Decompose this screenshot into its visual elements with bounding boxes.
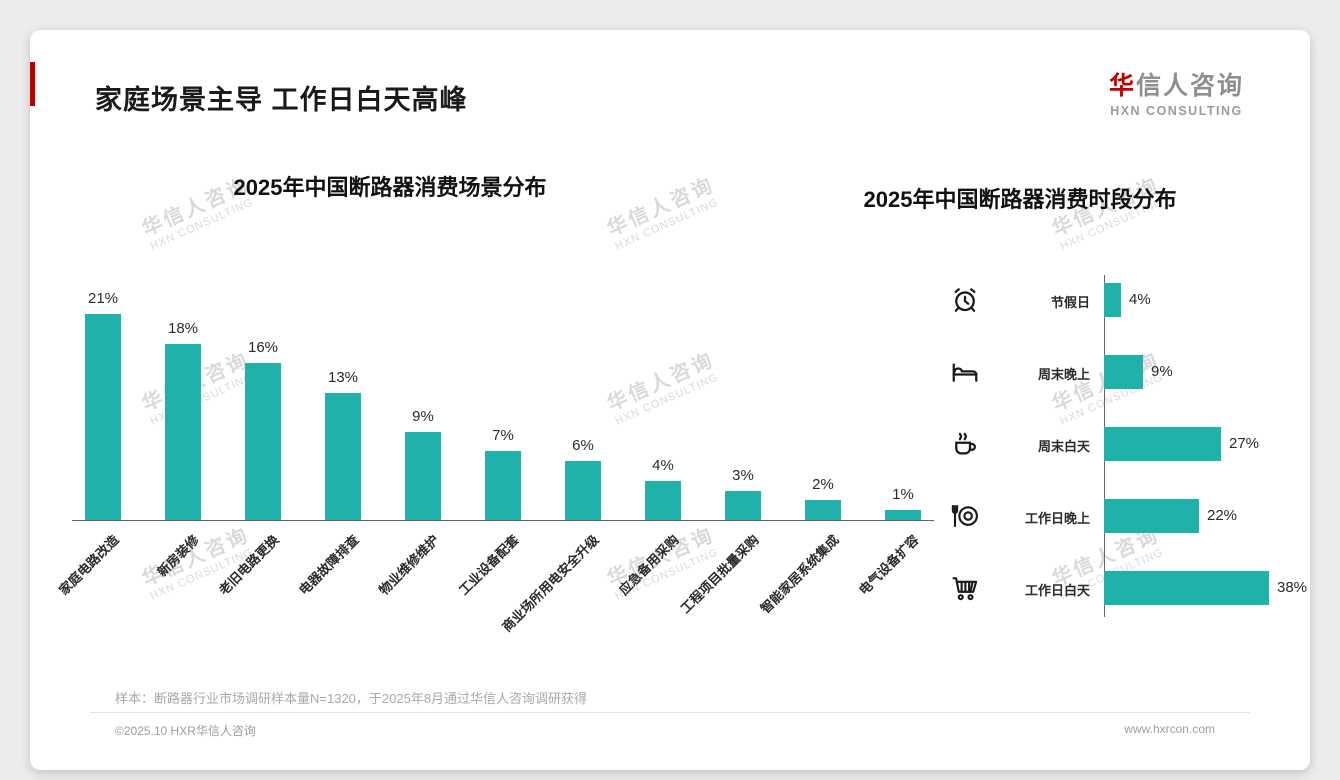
time-bar [1104, 427, 1221, 461]
scene-category-label: 工程项目批量采购 [677, 532, 762, 617]
scene-bar-value: 1% [892, 486, 914, 503]
footer-divider [90, 712, 1250, 713]
scene-bar-value: 16% [247, 339, 279, 356]
scene-bar [405, 432, 441, 520]
brand-logo: 华信人咨询 HXN CONSULTING [1109, 66, 1244, 118]
time-bar-value: 9% [1151, 363, 1173, 380]
scene-category-label: 工业设备配套 [455, 532, 522, 598]
page-title: 家庭场景主导 工作日白天高峰 [95, 85, 468, 115]
scene-category-label: 家庭电路改造 [55, 532, 122, 598]
scene-bar [805, 500, 841, 520]
logo-cn-first: 华 [1108, 72, 1136, 100]
scene-bar [165, 344, 201, 520]
scene-bar [885, 510, 921, 520]
time-bar-value: 38% [1277, 579, 1308, 596]
time-category-label: 节假日 [1050, 295, 1090, 310]
time-chart-title: 2025年中国断路器消费时段分布 [863, 187, 1177, 212]
scene-category-label: 电气设备扩容 [855, 532, 922, 598]
scene-category-label: 应急备用采购 [615, 532, 682, 598]
scene-bar-value: 6% [572, 437, 594, 454]
sample-note: 样本：断路器行业市场调研样本量N=1320，于2025年8月通过华信人咨询调研获… [115, 691, 588, 706]
scene-chart: 21% 家庭电路改造 18% 新房装修 16% 老旧电路更换 13% 电器故障排查 9% 物业维修… [56, 190, 960, 660]
logo-cn: 华信人咨询 [1109, 66, 1244, 102]
scene-chart-axis [72, 520, 934, 521]
time-bar [1104, 283, 1121, 317]
coffee-icon [950, 429, 980, 459]
time-bar [1104, 571, 1269, 605]
scene-category-label: 物业维修维护 [375, 532, 442, 598]
scene-bar [85, 314, 121, 520]
time-chart: 节假日 4% 周末晚上 9% 周末白天 27% 工作日晚上 22% 工作日白天 38% [920, 270, 1310, 670]
time-category-label: 工作日晚上 [1024, 511, 1090, 526]
scene-bar-value: 18% [167, 320, 199, 337]
time-bar [1104, 355, 1143, 389]
scene-bar [565, 461, 601, 520]
slide-card: 华信人咨询 HXN CONSULTING 华信人咨询 HXN CONSULTING 华信… [30, 30, 1310, 770]
scene-bar [645, 481, 681, 520]
time-bar-value: 4% [1129, 291, 1151, 308]
bed-icon [950, 357, 980, 387]
scene-bar-value: 7% [492, 427, 514, 444]
scene-category-label: 老旧电路更换 [215, 532, 282, 598]
scene-bar-value: 21% [87, 290, 119, 307]
scene-bar-value: 4% [652, 457, 674, 474]
scene-bar [325, 393, 361, 520]
shopping-cart-icon [950, 573, 980, 603]
scene-bar [485, 451, 521, 520]
logo-en: HXN CONSULTING [1110, 104, 1243, 118]
scene-bar-value: 2% [812, 476, 834, 493]
time-category-label: 周末晚上 [1037, 367, 1090, 382]
scene-bar [245, 363, 281, 520]
footer-website: www.hxrcon.com [1124, 722, 1215, 736]
scene-chart-title: 2025年中国断路器消费场景分布 [233, 175, 547, 200]
time-bar-value: 27% [1229, 435, 1260, 452]
scene-bar-value: 13% [327, 369, 359, 386]
alarm-clock-icon [950, 285, 980, 315]
title-accent-bar [30, 62, 35, 106]
scene-category-label: 新房装修 [154, 532, 202, 580]
time-bar [1104, 499, 1199, 533]
scene-bar [725, 491, 761, 520]
scene-bar-value: 3% [732, 467, 754, 484]
scene-category-label: 电器故障排查 [295, 532, 362, 598]
dining-icon [950, 501, 980, 531]
scene-bar-value: 9% [412, 408, 434, 425]
footer-copyright: ©2025.10 HXR华信人咨询 [115, 724, 256, 738]
time-category-label: 周末白天 [1037, 439, 1090, 454]
time-bar-value: 22% [1207, 507, 1238, 524]
time-category-label: 工作日白天 [1024, 583, 1090, 598]
logo-cn-rest: 信人咨询 [1135, 72, 1244, 100]
scene-category-label: 智能家居系统集成 [757, 532, 842, 617]
